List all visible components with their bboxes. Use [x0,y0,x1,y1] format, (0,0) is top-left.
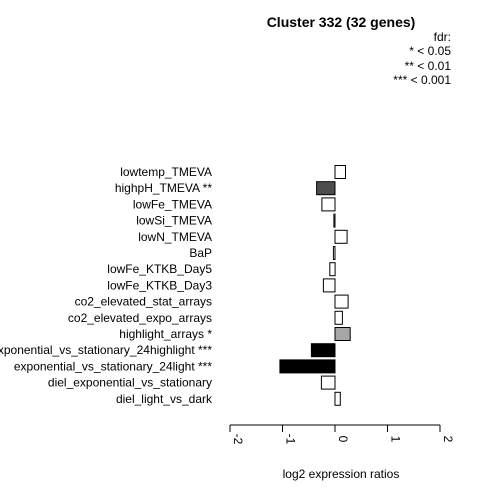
category-label-7: lowFe_KTKB_Day3 [107,278,212,292]
legend-entry-2: ** < 0.01 [405,59,452,73]
bar-4 [334,229,348,244]
bar-0 [334,165,346,179]
bar-14 [334,391,341,406]
chart-title: Cluster 332 (32 genes) [267,14,416,30]
category-label-12: exponential_vs_stationary_24light *** [14,359,212,373]
x-axis-label: log2 expression ratios [283,467,400,481]
category-label-5: BaP [189,246,212,260]
x-tick-label-1: -1 [284,434,298,445]
bar-11 [310,343,336,358]
category-label-9: co2_elevated_expo_arrays [68,311,212,325]
bar-3 [333,213,336,228]
category-label-1: highpH_TMEVA ** [115,181,212,195]
bar-5 [332,246,336,260]
x-axis: -2 -1 0 1 2 [229,424,455,445]
legend-entry-1: * < 0.05 [409,44,451,58]
legend-entry-3: *** < 0.001 [393,73,451,87]
category-label-11: exponential_vs_stationary_24highlight **… [0,343,212,357]
bar-6 [329,262,336,277]
category-label-2: lowFe_TMEVA [133,197,212,211]
x-tick-label-0: -2 [231,434,245,445]
x-tick-label-3: 1 [389,436,403,443]
bar-7 [322,278,336,293]
bar-8 [334,294,349,309]
legend: fdr: * < 0.05 ** < 0.01 *** < 0.001 [393,30,451,87]
bar-9 [334,310,343,325]
x-tick-label-4: 2 [441,436,455,443]
legend-title: fdr: [434,30,451,44]
bar-2 [321,197,336,212]
bar-13 [320,375,336,390]
category-label-10: highlight_arrays * [119,327,212,341]
category-label-14: diel_light_vs_dark [116,392,213,406]
x-tick-label-2: 0 [336,436,350,443]
category-label-4: lowN_TMEVA [138,230,212,244]
category-label-6: lowFe_KTKB_Day5 [107,262,212,276]
category-label-0: lowtemp_TMEVA [120,165,212,179]
category-label-3: lowSi_TMEVA [136,214,212,228]
category-label-13: diel_exponential_vs_stationary [48,376,212,390]
bar-10 [334,327,351,341]
bar-1 [316,181,336,196]
bar-12 [279,359,336,374]
plot-area: lowtemp_TMEVA highpH_TMEVA ** lowFe_TMEVAl… [0,165,351,406]
category-label-8: co2_elevated_stat_arrays [75,295,212,309]
